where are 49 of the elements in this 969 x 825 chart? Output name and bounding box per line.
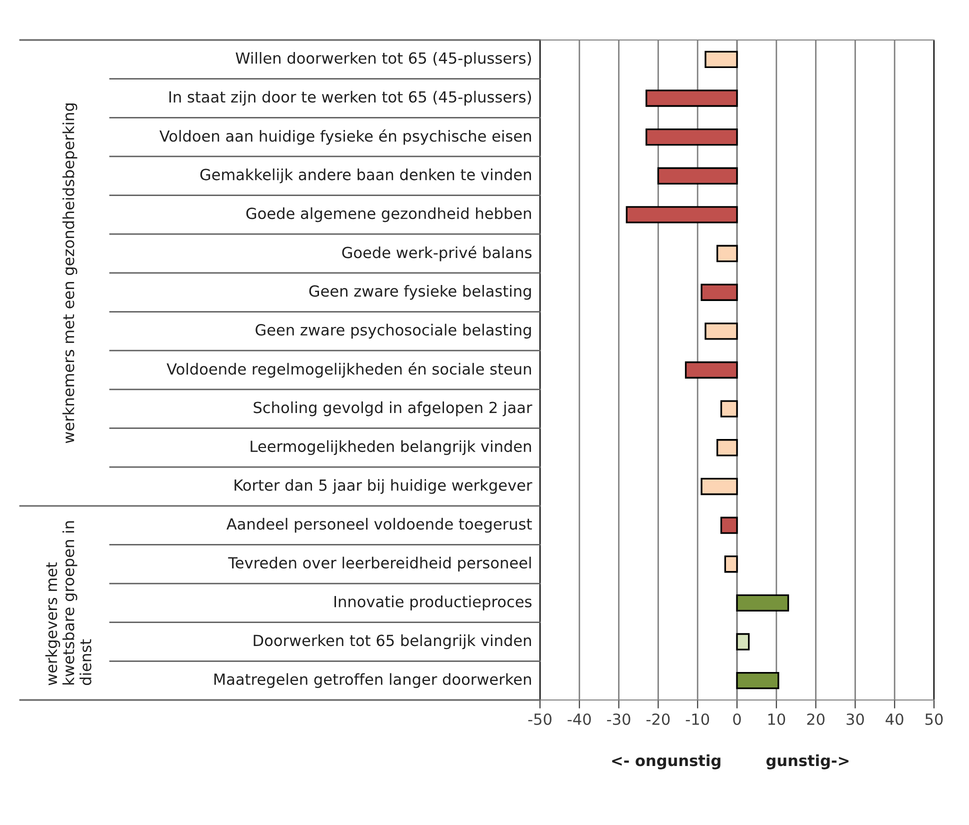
x-tick-label: 20	[807, 713, 825, 726]
y-tick-label: Geen zware fysieke belasting	[309, 284, 531, 300]
y-tick-label: Korter dan 5 jaar bij huidige werkgever	[234, 479, 532, 494]
bar	[720, 516, 738, 534]
bar	[736, 672, 780, 690]
x-tick-label: -20	[646, 713, 670, 726]
y-tick-label: Voldoende regelmogelijkheden én sociale steun	[166, 362, 531, 378]
x-tick-label: 50	[925, 713, 943, 726]
bar	[736, 633, 750, 650]
y-tick-label: In staat zijn door te werken tot 65 (45-plussers)	[169, 90, 531, 106]
text: <- ongunstig	[612, 754, 720, 770]
y-tick-label: Leermogelijkheden belangrijk vinden	[250, 440, 531, 456]
x-tick-label: 30	[846, 713, 864, 726]
y-tick-label: Maatregelen getroffen langer doorwerken	[214, 673, 531, 688]
x-tick-label: -50	[528, 713, 552, 726]
bar	[646, 128, 738, 146]
y-tick-label: Voldoen aan huidige fysieke én psychische eisen	[159, 129, 531, 145]
text: werkgevers met kwetsbare groepen in dienst	[45, 521, 92, 686]
x-tick-label: 10	[768, 713, 786, 726]
y-tick-label: Innovatie productieproces	[334, 596, 532, 610]
text: gunstig->	[766, 754, 848, 770]
bar	[657, 167, 738, 184]
y-tick-label: Geen zware psychosociale belasting	[256, 324, 531, 339]
bar	[700, 284, 738, 301]
x-tick-label: 40	[886, 713, 904, 726]
y-tick-label: Goede werk-privé balans	[342, 246, 532, 262]
y-tick-label: Willen doorwerken tot 65 (45-plussers)	[236, 52, 531, 67]
bar	[724, 556, 738, 573]
y-tick-label: Aandeel personeel voldoende toegerust	[226, 518, 532, 533]
bar	[716, 244, 738, 262]
x-tick-label: 0	[733, 713, 741, 726]
bar	[716, 439, 738, 456]
x-tick-label: -40	[568, 713, 591, 726]
x-tick-label: -30	[607, 713, 630, 726]
bar	[736, 594, 790, 612]
x-tick-label: -10	[686, 713, 710, 726]
bar	[684, 361, 738, 379]
y-tick-label: Goede algemene gezondheid hebben	[246, 207, 531, 222]
y-tick-label: Tevreden over leerbereidheid personeel	[228, 556, 531, 572]
bar	[720, 400, 738, 418]
bar	[704, 50, 738, 68]
bar	[646, 90, 738, 107]
bar	[626, 206, 738, 224]
bar	[704, 322, 738, 340]
y-tick-label: Doorwerken tot 65 belangrijk vinden	[254, 634, 531, 650]
y-tick-label: Gemakkelijk andere baan denken te vinden	[200, 168, 531, 184]
text: werknemers met een gezondheidsbeperking	[62, 103, 78, 444]
bar	[700, 478, 738, 496]
y-tick-label: Scholing gevolgd in afgelopen 2 jaar	[254, 401, 532, 416]
